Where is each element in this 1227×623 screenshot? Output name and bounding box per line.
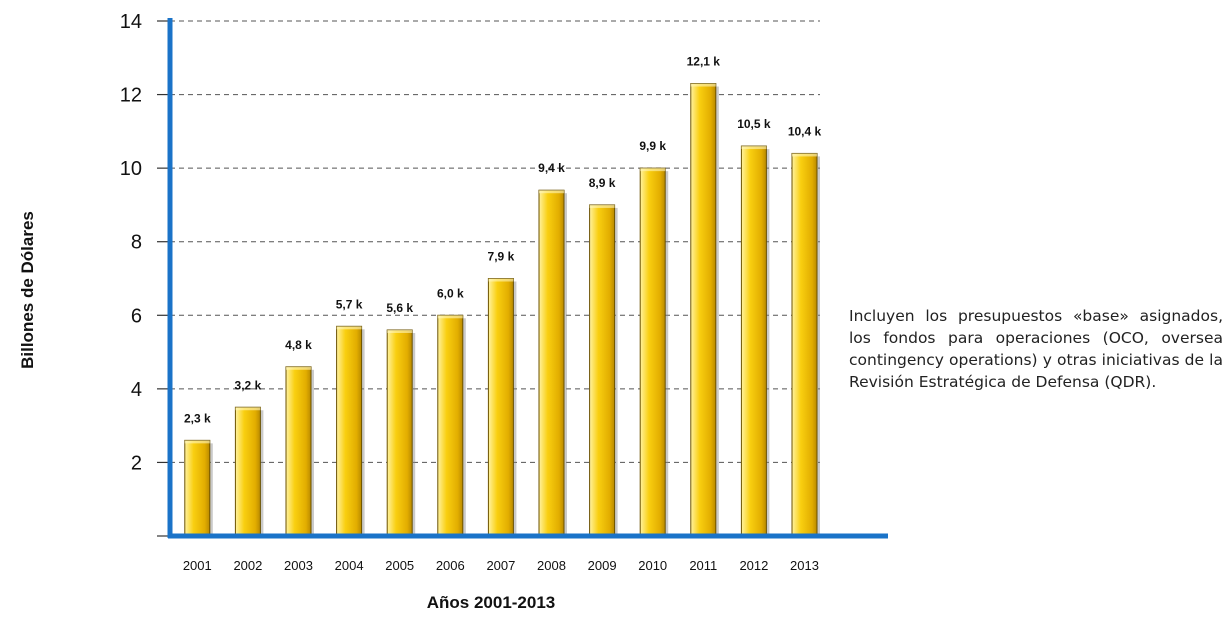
footnote-text: Incluyen los presupuestos «base» asignad… [849,307,1223,391]
data-label: 10,5 k [737,117,771,131]
bar-group [285,366,314,537]
bar [538,189,565,537]
bar-group [234,406,264,537]
bar-group [386,329,416,537]
bar-cap [792,153,817,157]
bar-group [336,325,365,537]
bar [285,366,312,537]
data-label: 9,9 k [639,139,666,153]
y-tick-label: 4 [131,379,142,401]
bar [690,83,717,537]
data-label: 7,9 k [488,250,515,264]
x-tick-label: 2006 [436,558,465,573]
bar-cap [741,146,767,150]
bar-group [437,314,466,537]
bar-group [589,204,618,537]
x-tick-label: 2002 [233,558,262,573]
bar-cap [387,330,413,333]
data-label: 3,2 k [235,378,262,392]
bar [234,406,261,537]
bar-cap [184,440,210,444]
y-tick-label: 8 [131,232,142,254]
x-tick-label: 2004 [335,558,364,573]
tick-labels: 2 4 6 8 10 12 14 2001 2002 2003 2004 2005 2006 2007 20… [120,11,819,573]
bar-group [538,189,567,537]
y-tick-label: 14 [120,11,142,33]
data-label: 5,7 k [336,297,363,311]
x-tick-label: 2005 [385,558,414,573]
x-tick-label: 2013 [790,558,819,573]
bar [740,145,767,537]
data-label: 8,9 k [589,176,616,190]
y-tick-label: 12 [120,85,142,107]
x-tick-label: 2011 [689,558,717,573]
bar [639,167,666,537]
bar-group [740,145,770,537]
data-label: 12,1 k [687,55,721,69]
data-label: 5,6 k [386,301,413,315]
x-axis-label: Años 2001-2013 [426,593,556,612]
bar-group [487,278,517,537]
bar-cap [286,366,311,370]
bar-group [184,439,213,537]
x-tick-label: 2003 [284,558,313,573]
bar-group [690,83,719,537]
bar [336,325,363,537]
bar-cap [437,315,463,319]
bar-cap [488,278,514,282]
x-tick-label: 2008 [537,558,566,573]
data-labels: 2,3 k 3,2 k 4,8 k 5,7 k 5,6 k 6,0 k 7,9 k 9,4 k… [184,55,822,426]
bar [487,278,514,537]
x-tick-label: 2009 [588,558,617,573]
data-label: 4,8 k [285,338,312,352]
bar-cap [235,407,261,411]
y-tick-label: 10 [120,158,142,180]
x-tick-label: 2012 [739,558,768,573]
bar-group [791,152,820,537]
x-tick-label: 2001 [183,558,212,573]
bar-cap [690,83,716,87]
x-tick-label: 2007 [486,558,515,573]
y-axis-label: Billones de Dólares [18,211,37,369]
x-tick-label: 2010 [638,558,667,573]
bar [437,314,464,537]
y-tick-label: 2 [131,452,142,474]
y-tick-label: 6 [131,305,142,327]
bar-cap [539,190,564,194]
bar [386,329,413,537]
axes [167,18,888,539]
bar-cap [336,326,362,330]
data-label: 10,4 k [788,124,822,138]
data-label: 2,3 k [184,411,211,425]
bar [589,204,616,537]
data-label: 9,4 k [538,161,565,175]
bar-cap [589,204,615,208]
bars [184,83,820,537]
bar-group [639,167,669,537]
bar [791,152,818,537]
data-label: 6,0 k [437,286,464,300]
bar [184,439,211,537]
bar-cap [640,168,666,172]
